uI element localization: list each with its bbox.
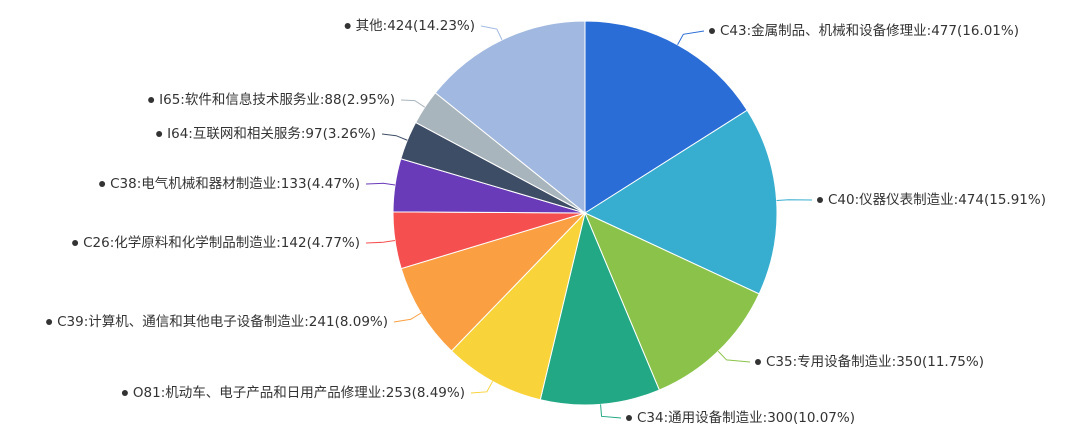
leader-line bbox=[717, 350, 751, 363]
pie-slice bbox=[584, 212, 760, 391]
leader-line bbox=[365, 182, 396, 186]
legend-dot bbox=[148, 97, 155, 103]
pie-slice bbox=[583, 109, 778, 295]
legend-dot bbox=[156, 131, 163, 137]
legend-dot bbox=[626, 415, 632, 421]
pie-slice bbox=[539, 211, 660, 406]
legend-dot bbox=[344, 23, 351, 29]
slice-label: C40:仪器仪表制造业:474(15.91%) bbox=[828, 192, 1046, 208]
leader-line bbox=[381, 133, 408, 141]
pie-slice bbox=[584, 20, 748, 214]
slice-label: I65:软件和信息技术服务业:88(2.95%) bbox=[159, 91, 395, 108]
leader-line bbox=[365, 240, 396, 244]
leader-line bbox=[400, 99, 426, 108]
slice-label: C43:金属制品、机械和设备修理业:477(16.01%) bbox=[720, 22, 1019, 39]
leader-line bbox=[677, 30, 705, 46]
leader-line bbox=[480, 25, 503, 41]
slice-label: C39:计算机、通信和其他电子设备制造业:241(8.09%) bbox=[57, 313, 388, 330]
legend-dot bbox=[709, 28, 715, 34]
slice-label: C35:专用设备制造业:350(11.75%) bbox=[766, 353, 984, 370]
legend-dot bbox=[755, 359, 761, 365]
pie-slice bbox=[400, 211, 587, 352]
legend-dot bbox=[72, 240, 79, 246]
legend-dot bbox=[99, 181, 106, 187]
pie-slice bbox=[434, 20, 586, 215]
legend-dot bbox=[121, 390, 128, 396]
slice-label: C38:电气机械和器材制造业:133(4.47%) bbox=[110, 176, 360, 192]
pie-slice bbox=[450, 211, 586, 401]
slice-label: 其他:424(14.23%) bbox=[356, 18, 475, 34]
slice-label: O81:机动车、电子产品和日用产品修理业:253(8.49%) bbox=[133, 384, 465, 401]
legend-dot bbox=[817, 197, 823, 203]
slice-label: C26:化学原料和化学制品制造业:142(4.77%) bbox=[83, 235, 360, 251]
slice-label: I64:互联网和相关服务:97(3.26%) bbox=[167, 126, 376, 142]
slice-label: C34:通用设备制造业:300(10.07%) bbox=[637, 409, 855, 426]
legend-dot bbox=[46, 319, 53, 325]
leader-line bbox=[600, 404, 622, 419]
leader-line bbox=[393, 312, 422, 323]
leader-line bbox=[776, 199, 813, 202]
leader-line bbox=[470, 381, 494, 394]
